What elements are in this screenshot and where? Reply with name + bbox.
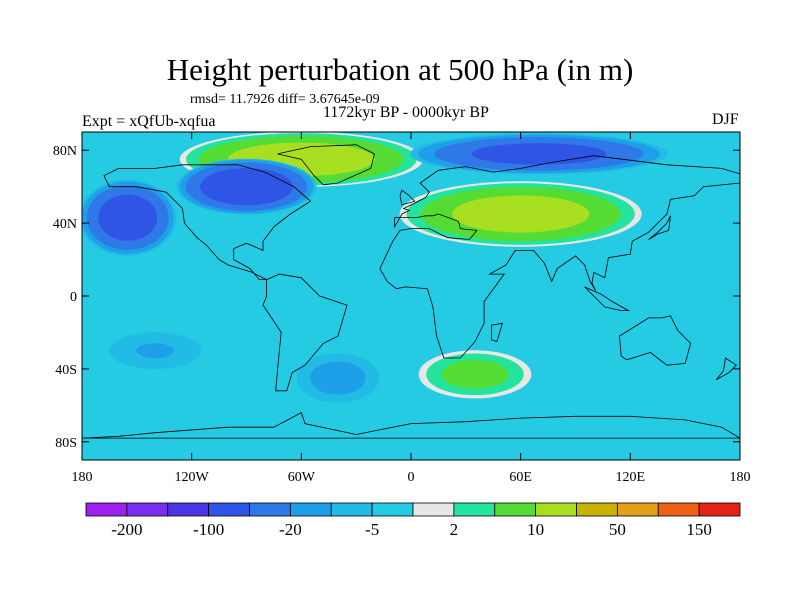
period-text: 1172kyr BP - 0000kyr BP [323,104,489,121]
y-tick-label: 0 [70,290,77,305]
anomaly-center [176,158,317,215]
anomaly-contour [200,168,293,206]
anomaly-center [399,181,642,247]
anomaly-center [296,353,380,403]
x-tick-label: 60W [288,470,316,485]
season-label: DJF [712,111,739,128]
coastline-australia [618,315,692,366]
coastline-north-america [103,164,312,281]
x-tick-label: 0 [408,470,415,485]
y-tick-label: 80N [53,144,77,159]
anomaly-contour [310,361,366,395]
anomaly-center [418,350,532,399]
colorbar-label: -5 [365,520,379,539]
colorbar-swatch [453,502,496,517]
colorbar-label: 10 [527,520,544,539]
chart-title: Height perturbation at 500 hPa (in m) [166,52,634,87]
colorbar-swatch [330,502,373,517]
anomaly-contour [441,360,509,389]
coastline-new-zealand [715,357,737,381]
anomaly-center [82,179,177,256]
colorbar-label: 50 [609,520,626,539]
colorbar-swatch [698,502,741,517]
coastline-africa-eurasia [379,155,740,359]
colorbar-label: 2 [450,520,459,539]
colorbar-swatch [167,502,210,517]
x-tick-label: 60E [509,470,532,485]
colorbar-swatch [412,502,455,517]
coastline-antarctica [82,412,740,439]
x-tick-label: 180 [72,470,93,485]
coastline-indonesia [584,286,631,312]
colorbar-swatch [249,502,291,517]
x-tick-label: 120E [616,470,646,485]
colorbar-label: 150 [686,520,712,539]
coastline-south-america [262,273,348,392]
colorbar-swatch [126,502,169,517]
x-tick-label: 120W [175,470,210,485]
colorbar-swatch [535,502,577,517]
anomaly-contour [98,194,158,241]
y-tick-label: 40N [53,217,77,232]
colorbar-label: -100 [193,520,224,539]
anomaly-contour [136,343,174,359]
stats-text: rmsd= 11.7926 diff= 3.67645e-09 [190,92,380,107]
y-tick-label: 40S [55,363,77,378]
colorbar-swatch [576,502,618,517]
anomaly-contour [452,195,590,233]
colorbar-label: -20 [279,520,302,539]
anomaly-contour [471,143,607,165]
colorbar-swatch [657,502,700,517]
coastline-uk [399,189,416,206]
coastline-madagascar [490,322,503,343]
coastline-japan [648,215,671,240]
coastline-greenland [277,144,375,186]
colorbar-label: -200 [111,520,142,539]
anomaly-center [109,332,202,369]
x-tick-label: 180 [730,470,751,485]
colorbar-swatch [494,502,537,517]
colorbar-swatch [616,502,659,517]
colorbar-swatch [371,502,414,517]
colorbar-swatch [289,502,332,517]
colorbar-swatch [208,502,250,517]
y-tick-label: 80S [55,436,77,451]
colorbar-swatch [85,502,128,517]
anomaly-center [410,133,668,175]
experiment-label: Expt = xQfUb-xqfua [82,113,216,130]
